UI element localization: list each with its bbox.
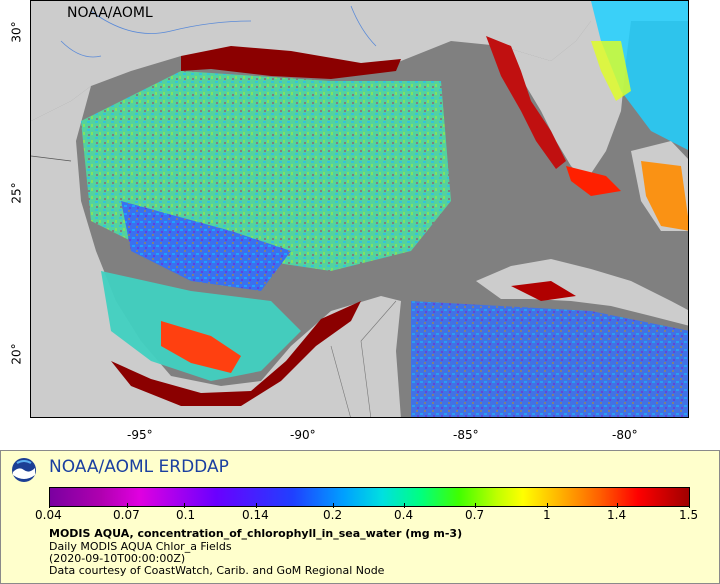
colorbar-tick <box>49 503 50 508</box>
colorbar-label: 1.4 <box>607 508 627 522</box>
chl-high-bahamas <box>641 161 688 231</box>
chl-high-louisiana <box>181 46 401 79</box>
land-cuba <box>476 259 688 326</box>
colorbar-tick <box>404 503 405 508</box>
x-tick-label: -95° <box>127 428 153 442</box>
chl-high-cuba-coast <box>511 281 576 301</box>
colorbar-tick <box>127 503 128 508</box>
dataset-name: Daily MODIS AQUA Chlor_a Fields <box>49 540 232 553</box>
colorbar-label: 0.2 <box>323 508 343 522</box>
colorbar-tick <box>256 503 257 508</box>
chl-bay-campeche <box>101 271 301 381</box>
colorbar-label: 1.5 <box>679 508 699 522</box>
land-us-gulf-coast <box>31 1 688 121</box>
colorbar <box>49 487 690 507</box>
river-line <box>90 10 252 34</box>
colorbar-tick <box>475 503 476 508</box>
colorbar-label: 0.07 <box>113 508 140 522</box>
colorbar-tick <box>547 503 548 508</box>
river-line <box>60 40 102 58</box>
colorbar-label: 0.7 <box>465 508 485 522</box>
variable-name: MODIS AQUA, concentration_of_chlorophyll… <box>49 527 463 540</box>
chl-yellow-east <box>591 41 631 101</box>
yucatan-border <box>360 300 397 417</box>
legend-panel: NOAA/AOML ERDDAP 0.04 0.07 0.1 0.14 0.2 … <box>0 450 720 584</box>
x-tick-label: -85° <box>453 428 479 442</box>
mexico-state-border <box>330 345 351 417</box>
map-panel: NOAA/AOML -95° -90° -85° -80° 30° 25° 20… <box>9 0 689 442</box>
colorbar-label: 0.04 <box>35 508 62 522</box>
source-tag: NOAA/AOML <box>67 5 153 21</box>
colorbar-tick <box>617 503 618 508</box>
y-tick-label: 30° <box>9 21 24 43</box>
time-stamp: (2020-09-10T00:00:00Z) <box>49 552 186 565</box>
y-tick-label: 20° <box>9 343 24 365</box>
colorbar-label: 0.1 <box>176 508 196 522</box>
noaa-logo-icon <box>12 458 36 482</box>
chl-high-campeche-orange <box>161 321 241 373</box>
y-tick-label: 25° <box>9 182 24 204</box>
chl-caribbean-blue <box>411 301 688 417</box>
colorbar-tick <box>689 503 690 508</box>
chl-high-florida-coast <box>486 36 566 169</box>
x-tick-label: -80° <box>612 428 638 442</box>
colorbar-label: 0.4 <box>394 508 414 522</box>
colorbar-label: 1 <box>543 508 551 522</box>
chlorophyll-map <box>31 1 688 417</box>
chl-atlantic-east <box>591 1 688 150</box>
river-line <box>350 5 377 47</box>
chl-high-keys <box>566 166 621 196</box>
legend-title: NOAA/AOML ERDDAP <box>49 457 229 477</box>
x-tick-label: -90° <box>290 428 316 442</box>
map-frame[interactable]: NOAA/AOML <box>30 0 689 418</box>
colorbar-tick <box>184 503 185 508</box>
data-credit: Data courtesy of CoastWatch, Carib. and … <box>49 564 385 577</box>
colorbar-tick <box>333 503 334 508</box>
colorbar-label: 0.14 <box>242 508 269 522</box>
state-border-line <box>31 155 72 162</box>
chl-western-blue <box>121 201 291 291</box>
